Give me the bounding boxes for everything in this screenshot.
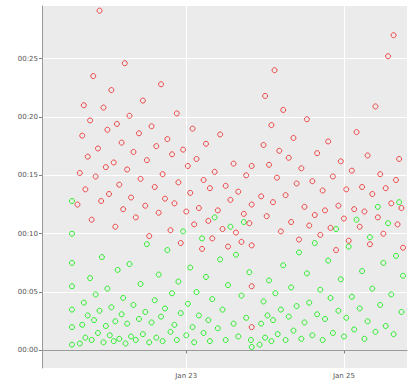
svg-text:Jan 23: Jan 23 xyxy=(174,372,197,380)
svg-text:00:15: 00:15 xyxy=(18,171,38,179)
svg-text:00:25: 00:25 xyxy=(18,55,38,63)
svg-text:00:00: 00:00 xyxy=(18,346,38,354)
svg-text:00:20: 00:20 xyxy=(18,113,38,121)
svg-text:00:10: 00:10 xyxy=(18,230,38,238)
svg-text:00:05: 00:05 xyxy=(18,288,38,296)
svg-text:Jan 25: Jan 25 xyxy=(332,372,355,380)
